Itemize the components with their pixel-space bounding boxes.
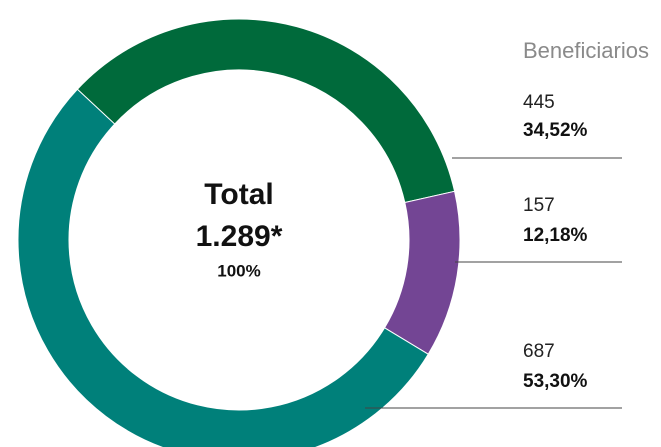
center-title: Total <box>204 178 273 211</box>
percent-label: 34,52% <box>523 120 588 141</box>
center-value: 1.289* <box>196 220 283 253</box>
donut-segment <box>76 18 456 204</box>
count-label: 157 <box>523 195 555 216</box>
donut-segment <box>383 190 461 355</box>
count-label: 445 <box>523 92 555 113</box>
center-percent: 100% <box>217 261 260 280</box>
donut-segment <box>17 88 429 447</box>
count-label: 687 <box>523 341 555 362</box>
percent-label: 53,30% <box>523 371 588 392</box>
legend-title: Beneficiarios <box>523 38 649 63</box>
percent-label: 12,18% <box>523 225 588 246</box>
